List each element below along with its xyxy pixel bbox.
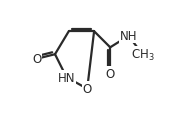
Text: HN: HN xyxy=(58,71,75,84)
Text: O: O xyxy=(83,82,92,95)
Text: O: O xyxy=(106,68,115,81)
Text: CH$_3$: CH$_3$ xyxy=(130,47,154,62)
Text: NH: NH xyxy=(120,30,137,43)
Text: O: O xyxy=(32,53,41,66)
